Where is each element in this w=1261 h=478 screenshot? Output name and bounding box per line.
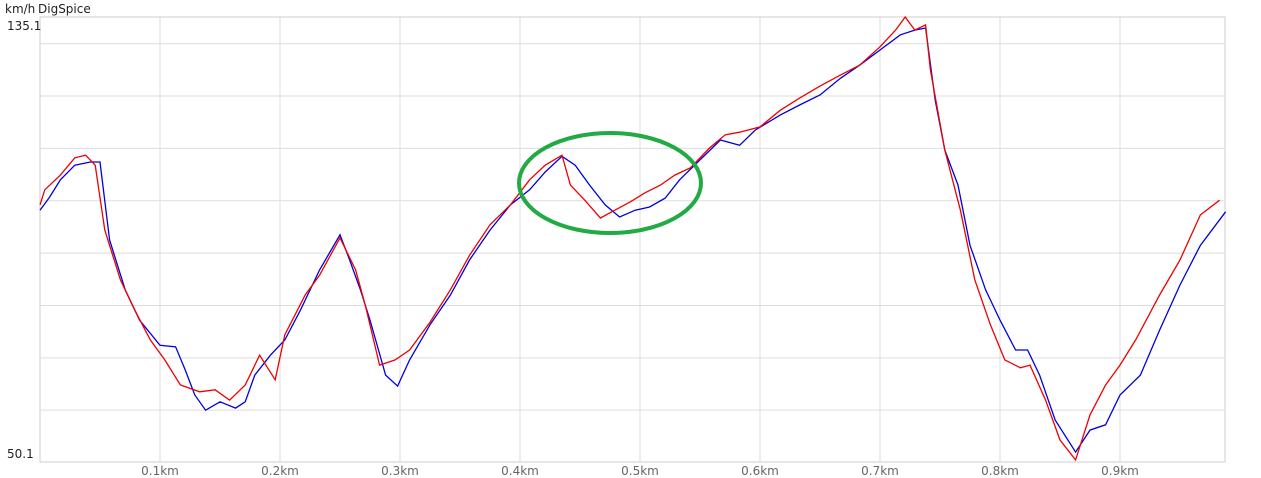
series-line [39,15,1220,462]
x-tick-label: 0.5km [621,464,659,478]
x-tick-label: 0.8km [981,464,1019,478]
series-line [39,27,1227,454]
x-tick-label: 0.3km [381,464,419,478]
x-tick-label: 0.4km [501,464,539,478]
x-tick-label: 0.6km [741,464,779,478]
highlight-ellipse [517,131,703,235]
chart-title: DigSpice [38,2,91,16]
y-tick-label: 135.1 [7,19,41,33]
x-tick-label: 0.9km [1101,464,1139,478]
x-tick-label: 0.7km [861,464,899,478]
x-tick-label: 0.1km [141,464,179,478]
y-axis-label: km/h [5,2,35,16]
y-tick-label: 50.1 [7,447,34,461]
x-tick-label: 0.2km [261,464,299,478]
plot-area [39,16,1226,463]
